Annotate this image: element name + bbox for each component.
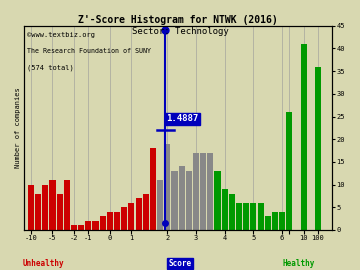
Text: The Research Foundation of SUNY: The Research Foundation of SUNY bbox=[27, 48, 151, 54]
Bar bbox=[121, 207, 127, 230]
Text: ©www.textbiz.org: ©www.textbiz.org bbox=[27, 32, 95, 38]
Bar bbox=[143, 194, 149, 230]
Bar bbox=[186, 171, 192, 230]
Bar bbox=[85, 221, 91, 230]
Bar bbox=[107, 212, 113, 230]
Bar bbox=[129, 203, 135, 230]
Bar bbox=[171, 171, 177, 230]
Bar bbox=[229, 194, 235, 230]
Bar bbox=[93, 221, 99, 230]
Bar bbox=[286, 112, 292, 230]
Bar bbox=[222, 189, 228, 230]
Bar bbox=[301, 44, 307, 230]
Bar bbox=[272, 212, 278, 230]
Bar bbox=[100, 216, 106, 230]
Bar bbox=[49, 180, 55, 230]
Bar bbox=[265, 216, 271, 230]
Bar bbox=[257, 203, 264, 230]
Bar bbox=[215, 171, 221, 230]
Text: 1.4887: 1.4887 bbox=[167, 114, 199, 123]
Bar bbox=[78, 225, 84, 230]
Bar bbox=[135, 198, 141, 230]
Bar bbox=[179, 166, 185, 230]
Bar bbox=[157, 180, 163, 230]
Bar bbox=[193, 153, 199, 230]
Bar bbox=[114, 212, 120, 230]
Bar bbox=[236, 203, 242, 230]
Bar bbox=[150, 148, 156, 230]
Title: Z'-Score Histogram for NTWK (2016): Z'-Score Histogram for NTWK (2016) bbox=[78, 15, 278, 25]
Bar bbox=[64, 180, 70, 230]
Text: Healthy: Healthy bbox=[283, 259, 315, 268]
Bar bbox=[164, 144, 170, 230]
Bar bbox=[279, 212, 285, 230]
Bar bbox=[207, 153, 213, 230]
Bar bbox=[57, 194, 63, 230]
Bar bbox=[35, 194, 41, 230]
Y-axis label: Number of companies: Number of companies bbox=[15, 87, 21, 168]
Bar bbox=[315, 67, 321, 230]
Text: (574 total): (574 total) bbox=[27, 65, 73, 71]
Bar bbox=[200, 153, 206, 230]
Bar bbox=[243, 203, 249, 230]
Bar bbox=[42, 185, 48, 230]
Bar bbox=[28, 185, 34, 230]
Bar bbox=[250, 203, 256, 230]
Text: Unhealthy: Unhealthy bbox=[22, 259, 64, 268]
Bar bbox=[71, 225, 77, 230]
Text: Score: Score bbox=[168, 259, 192, 268]
Text: Sector: Technology: Sector: Technology bbox=[132, 27, 228, 36]
